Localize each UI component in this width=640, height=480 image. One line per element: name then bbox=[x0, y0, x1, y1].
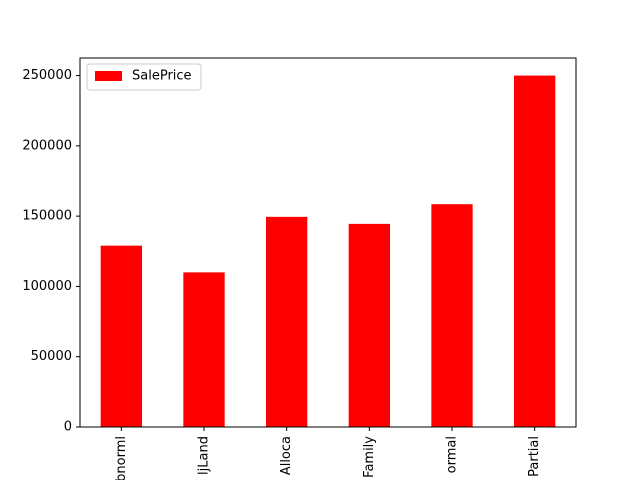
bar-abnorml bbox=[100, 245, 142, 427]
plot-area-frame bbox=[79, 57, 577, 428]
x-tick-label: Family bbox=[362, 436, 377, 478]
bar-adjland bbox=[183, 272, 225, 427]
y-axis-ticks: 0 50000 100000 150000 200000 250000 bbox=[22, 68, 80, 435]
x-tick-label: Alloca bbox=[279, 436, 294, 475]
legend-box bbox=[86, 63, 202, 91]
y-tick-label: 150000 bbox=[22, 209, 72, 224]
y-tick-label: 200000 bbox=[22, 138, 72, 153]
bar-family bbox=[348, 223, 390, 427]
bar-partial bbox=[514, 75, 556, 428]
x-axis-ticks: bnorml ljLand Alloca Family ormal Partial bbox=[114, 427, 542, 480]
y-tick-label: 50000 bbox=[31, 349, 72, 364]
x-tick-label: ormal bbox=[445, 436, 460, 473]
bar-alloca bbox=[266, 216, 308, 427]
x-tick-label: bnorml bbox=[114, 436, 129, 480]
y-tick-label: 0 bbox=[64, 420, 72, 435]
x-tick-label: Partial bbox=[527, 436, 542, 477]
bars-group bbox=[100, 75, 556, 428]
legend-label: SalePrice bbox=[132, 69, 192, 84]
legend-swatch bbox=[95, 71, 122, 81]
y-tick-label: 100000 bbox=[22, 279, 72, 294]
legend: SalePrice bbox=[86, 63, 202, 91]
x-tick-label: ljLand bbox=[197, 436, 212, 475]
bar-normal bbox=[431, 204, 473, 427]
y-tick-label: 250000 bbox=[22, 68, 72, 83]
